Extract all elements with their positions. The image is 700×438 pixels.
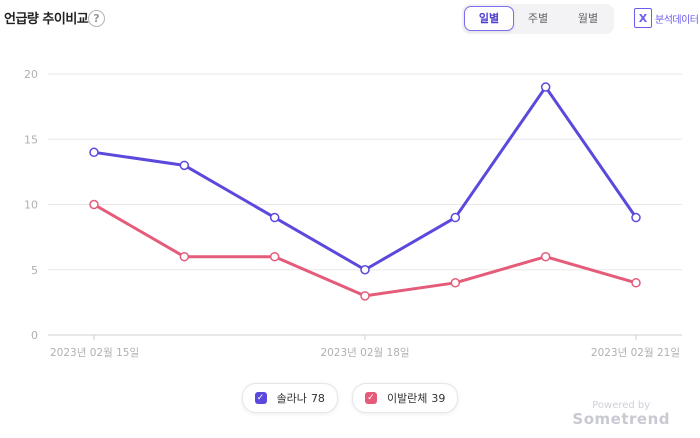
series-line [92,203,638,298]
data-point [631,278,641,288]
data-point [269,251,280,262]
legend: ✓ 솔라나 78 ✓ 이발란체 39 [0,383,700,413]
data-point [179,160,190,171]
data-point [360,291,370,301]
data-point [89,147,99,158]
y-tick-label: 20 [24,68,38,81]
legend-series-total: 78 [310,391,325,405]
legend-series-name: 이발란체 [386,392,428,405]
data-point [631,212,641,223]
legend-item-solana[interactable]: ✓ 솔라나 78 [241,383,338,413]
period-tabs: 일별 주별 월별 [462,4,614,34]
series-line [92,85,638,272]
excel-icon: X [634,8,652,28]
x-tick-label: 2023년 02월 15일 [50,346,139,359]
x-tick-label: 2023년 02월 18일 [320,346,409,359]
data-point [269,212,280,223]
legend-series-total: 39 [431,391,446,405]
tab-daily[interactable]: 일별 [464,6,514,31]
tab-monthly[interactable]: 월별 [577,12,599,25]
data-point [360,265,370,275]
checkbox-icon: ✓ [254,392,267,404]
tab-weekly[interactable]: 주별 [527,12,549,25]
data-point [450,212,461,223]
y-tick-label: 5 [31,264,38,277]
legend-item-avalanche[interactable]: ✓ 이발란체 39 [351,383,459,413]
export-data-button[interactable]: X 분석데이터 [634,8,699,28]
powered-by-text: Powered by [592,400,651,411]
data-point [179,251,190,262]
legend-series-name: 솔라나 [276,392,307,405]
help-icon[interactable]: ? [88,10,105,27]
x-tick-label: 2023년 02월 21일 [591,346,680,359]
data-point [450,278,461,288]
checkbox-icon: ✓ [364,392,377,404]
data-point [540,82,551,92]
export-label: 분석데이터 [655,14,699,26]
chart-title: 언급량 추이비교 [4,12,89,27]
y-tick-label: 10 [24,199,38,212]
y-tick-label: 15 [24,133,38,146]
y-tick-label: 0 [31,329,38,342]
brand-logo: Sometrend [572,410,670,428]
powered-by: Powered by Sometrend [572,400,670,428]
data-point [540,251,551,262]
data-point [89,199,99,210]
